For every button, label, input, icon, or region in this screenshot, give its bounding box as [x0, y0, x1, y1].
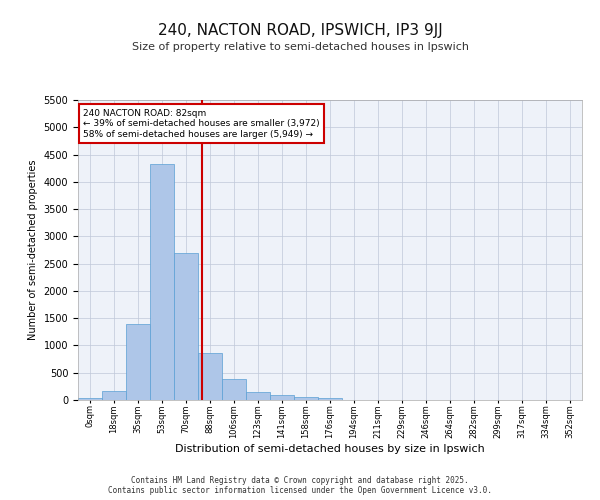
Text: 240, NACTON ROAD, IPSWICH, IP3 9JJ: 240, NACTON ROAD, IPSWICH, IP3 9JJ — [158, 22, 442, 38]
Bar — [78, 398, 102, 400]
Text: Size of property relative to semi-detached houses in Ipswich: Size of property relative to semi-detach… — [131, 42, 469, 52]
Bar — [126, 324, 150, 400]
Bar — [198, 352, 222, 400]
Bar — [246, 392, 270, 400]
Text: Contains HM Land Registry data © Crown copyright and database right 2025.
Contai: Contains HM Land Registry data © Crown c… — [108, 476, 492, 495]
Bar — [318, 398, 342, 400]
Bar — [150, 164, 174, 400]
Bar — [174, 252, 198, 400]
X-axis label: Distribution of semi-detached houses by size in Ipswich: Distribution of semi-detached houses by … — [175, 444, 485, 454]
Text: 240 NACTON ROAD: 82sqm
← 39% of semi-detached houses are smaller (3,972)
58% of : 240 NACTON ROAD: 82sqm ← 39% of semi-det… — [83, 109, 320, 139]
Bar — [102, 392, 126, 400]
Bar — [294, 396, 318, 400]
Bar — [270, 395, 294, 400]
Bar — [222, 378, 246, 400]
Y-axis label: Number of semi-detached properties: Number of semi-detached properties — [28, 160, 38, 340]
